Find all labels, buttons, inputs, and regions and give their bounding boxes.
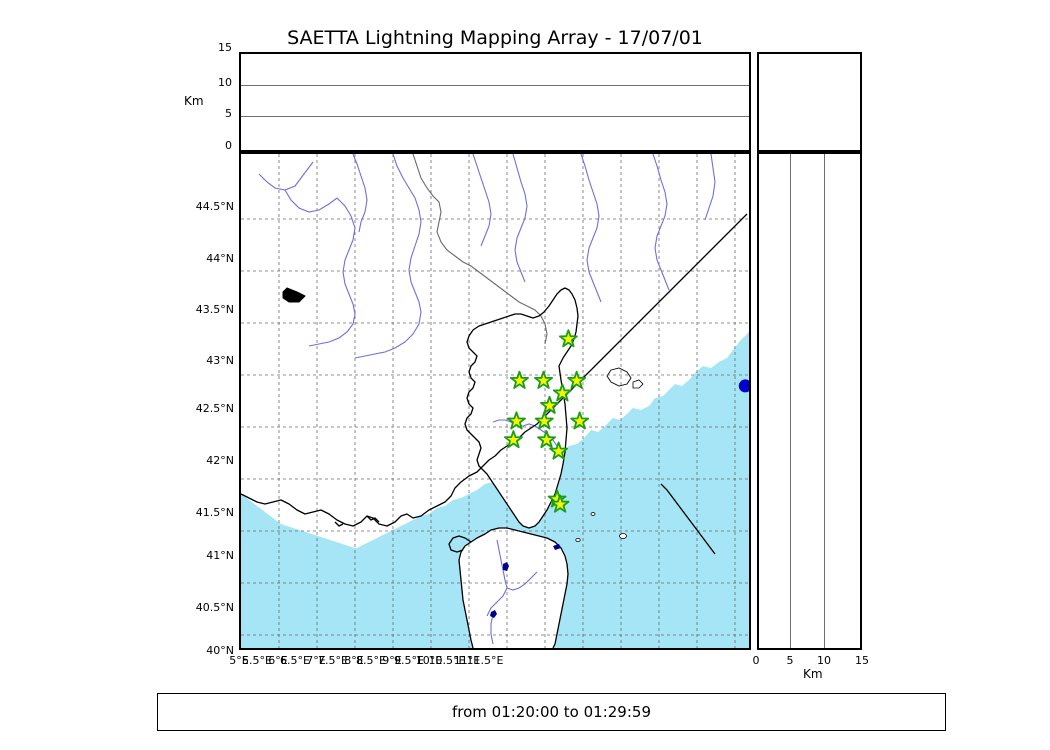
lon-tick-6: 6°E: [268, 654, 288, 667]
lma-station-marker: [503, 430, 523, 449]
lma-station-marker: [549, 441, 569, 460]
lon-tick-11: 11°E: [453, 654, 481, 667]
lat-tick-43: 43°N: [206, 354, 234, 367]
lma-station-marker: [537, 430, 557, 449]
range-tick-15: 15: [855, 654, 869, 667]
lat-tick-43-5: 43.5°N: [195, 303, 234, 316]
map-panel[interactable]: [239, 152, 751, 650]
gridline-alt-5: [241, 116, 749, 117]
lma-station-marker: [558, 329, 578, 348]
lma-station-marker: [506, 411, 526, 430]
corner-panel: [757, 52, 862, 152]
lon-tick-7: 7°E: [306, 654, 326, 667]
lma-station-marker: [534, 411, 554, 430]
lma-station-marker: [570, 411, 590, 430]
vhf-source-marker: [738, 379, 749, 393]
altitude-vs-latitude-panel: [757, 152, 862, 650]
lat-tick-44-5: 44.5°N: [195, 200, 234, 213]
range-axis-label: Km: [803, 667, 823, 681]
lma-station-marker: [567, 370, 587, 389]
lon-tick-11-5: 11.5°E: [466, 654, 504, 667]
range-tick-10: 10: [817, 654, 831, 667]
lon-tick-9-5: 9.5°E: [394, 654, 424, 667]
lon-tick-5: 5°E: [229, 654, 249, 667]
lma-station-marker: [510, 370, 529, 389]
alt-tick-0: 0: [225, 139, 232, 152]
range-tick-0: 0: [752, 654, 760, 667]
gridline-range-10: [824, 154, 825, 648]
lon-tick-7-5: 7.5°E: [318, 654, 348, 667]
altitude-axis-label: Km: [184, 94, 204, 108]
alt-tick-5: 5: [225, 107, 232, 120]
lat-tick-40: 40°N: [206, 644, 234, 657]
altitude-vs-longitude-panel: [239, 52, 751, 152]
lon-tick-6-5: 6.5°E: [280, 654, 310, 667]
figure-title: SAETTA Lightning Mapping Array - 17/07/0…: [287, 27, 703, 49]
lat-tick-41-5: 41.5°N: [195, 506, 234, 519]
lon-tick-8-5: 8.5°E: [356, 654, 386, 667]
range-tick-5: 5: [786, 654, 794, 667]
lon-tick-9: 9°E: [382, 654, 402, 667]
lat-tick-40-5: 40.5°N: [195, 601, 234, 614]
lma-station-marker: [552, 383, 572, 402]
lma-station-marker: [550, 494, 570, 513]
alt-tick-10: 10: [218, 76, 232, 89]
lon-tick-10-5: 10.5°E: [428, 654, 466, 667]
lat-tick-42: 42°N: [206, 454, 234, 467]
lat-tick-41: 41°N: [206, 549, 234, 562]
lon-tick-10: 10°E: [415, 654, 443, 667]
lat-tick-42-5: 42.5°N: [195, 402, 234, 415]
map-graphic: [241, 154, 749, 648]
lat-tick-44: 44°N: [206, 252, 234, 265]
time-range-statusbar: from 01:20:00 to 01:29:59: [157, 693, 946, 731]
alt-tick-15: 15: [218, 41, 232, 54]
lon-tick-8: 8°E: [344, 654, 364, 667]
time-range-text: from 01:20:00 to 01:29:59: [451, 703, 651, 721]
lma-station-marker: [540, 395, 560, 414]
lma-station-marker: [534, 370, 553, 389]
gridline-range-5: [790, 154, 791, 648]
gridline-alt-10: [241, 85, 749, 86]
lon-tick-5-5: 5.5°E: [242, 654, 272, 667]
